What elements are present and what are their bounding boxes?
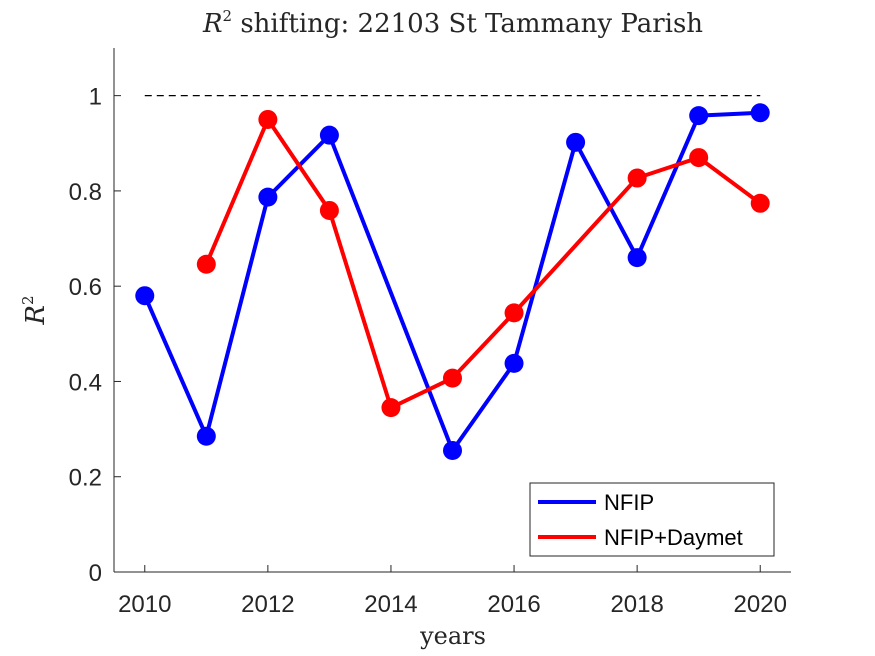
data-point bbox=[258, 187, 278, 207]
y-axis-label: R2 bbox=[19, 295, 51, 325]
data-point bbox=[689, 148, 709, 168]
legend-label-nfip: NFIP bbox=[604, 490, 654, 515]
data-point bbox=[319, 200, 339, 220]
series-line bbox=[142, 110, 761, 453]
legend: NFIP NFIP+Daymet bbox=[529, 482, 775, 557]
series-nfip-daymet bbox=[196, 109, 770, 418]
y-tick-label: 0.6 bbox=[69, 274, 102, 301]
y-tick-label: 0.2 bbox=[69, 465, 102, 492]
data-point bbox=[196, 426, 216, 446]
x-tick-label: 2014 bbox=[364, 591, 417, 618]
series-layer bbox=[135, 103, 770, 461]
x-tick-label: 2016 bbox=[487, 591, 540, 618]
data-point bbox=[750, 103, 770, 123]
x-tick-label: 2020 bbox=[734, 591, 787, 618]
x-tick-label: 2010 bbox=[118, 591, 171, 618]
x-tick-label: 2018 bbox=[610, 591, 663, 618]
axes: 0 0.2 0.4 0.6 0.8 1 2010 2012 2014 2016 2018 2020 bbox=[69, 48, 791, 618]
chart-title: R2 shifting: 22103 St Tammany Parish bbox=[202, 7, 703, 39]
legend-label-nfip-daymet: NFIP+Daymet bbox=[604, 525, 743, 550]
data-point bbox=[381, 398, 401, 418]
legend-box bbox=[529, 482, 775, 557]
data-point bbox=[258, 109, 278, 129]
x-tick-label: 2012 bbox=[241, 591, 294, 618]
series-nfip bbox=[135, 103, 770, 461]
data-point bbox=[504, 303, 524, 323]
data-point bbox=[627, 248, 647, 268]
data-point bbox=[443, 441, 462, 461]
data-point bbox=[750, 193, 770, 213]
x-axis-label: years bbox=[419, 622, 486, 650]
data-point bbox=[196, 254, 216, 274]
data-point bbox=[627, 168, 647, 188]
y-tick-label: 0.8 bbox=[69, 179, 102, 206]
y-tick-label: 0.4 bbox=[69, 369, 102, 396]
data-point bbox=[135, 286, 155, 306]
series-line bbox=[204, 117, 762, 410]
data-point bbox=[319, 125, 339, 145]
data-point bbox=[689, 106, 709, 126]
data-point bbox=[504, 353, 524, 373]
y-tick-label: 0 bbox=[89, 560, 102, 587]
data-point bbox=[443, 368, 462, 388]
data-point bbox=[566, 132, 586, 152]
y-tick-label: 1 bbox=[89, 84, 102, 111]
